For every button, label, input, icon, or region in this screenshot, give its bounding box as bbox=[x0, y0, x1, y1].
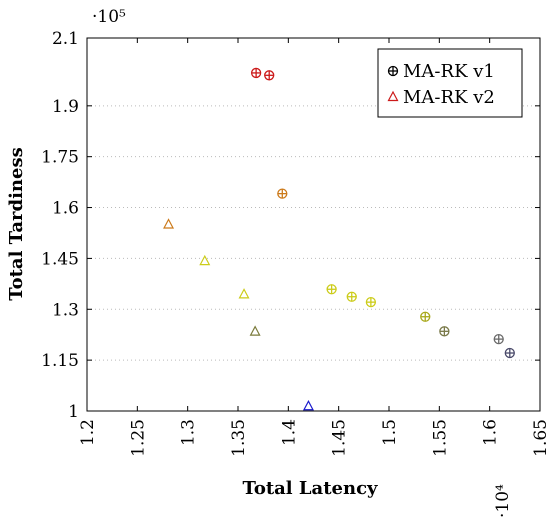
x-tick-label: 1.55 bbox=[430, 419, 450, 457]
x-axis-label: Total Latency bbox=[242, 478, 378, 499]
point-ma-rk-v2 bbox=[163, 218, 175, 229]
point-ma-rk-v2 bbox=[238, 288, 250, 299]
legend-marker bbox=[387, 90, 399, 102]
x-tick-label: 1.3 bbox=[179, 419, 199, 446]
point-ma-rk-v1 bbox=[504, 347, 515, 359]
y-tick-label: 1 bbox=[68, 402, 79, 422]
y-axis-multiplier: ·10⁵ bbox=[92, 7, 126, 27]
legend-label: MA-RK v1 bbox=[403, 61, 495, 82]
point-ma-rk-v2 bbox=[249, 325, 261, 336]
x-tick-label: 1.4 bbox=[279, 419, 299, 446]
point-ma-rk-v1 bbox=[250, 67, 262, 79]
y-tick-label: 1.3 bbox=[52, 300, 79, 320]
y-tick-label: 1.9 bbox=[52, 97, 79, 117]
legend: MA-RK v1 MA-RK v2 bbox=[377, 48, 523, 118]
point-ma-rk-v2 bbox=[199, 254, 211, 266]
point-ma-rk-v1 bbox=[277, 188, 288, 199]
y-tick-label: 1.75 bbox=[41, 148, 79, 168]
data-points bbox=[163, 67, 515, 411]
y-tick-label: 2.1 bbox=[52, 29, 79, 49]
y-tick-label: 1.6 bbox=[52, 199, 79, 219]
point-ma-rk-v1 bbox=[326, 284, 337, 295]
x-tick-label: 1.45 bbox=[330, 419, 350, 457]
point-ma-rk-v1 bbox=[365, 297, 377, 308]
point-ma-rk-v1 bbox=[439, 326, 450, 337]
grid-lines bbox=[87, 105, 540, 361]
legend-label: MA-RK v2 bbox=[403, 87, 495, 108]
legend-box bbox=[377, 48, 523, 118]
point-ma-rk-v1 bbox=[264, 70, 275, 81]
x-tick-label: 1.2 bbox=[78, 419, 98, 446]
x-tick-label: 1.6 bbox=[481, 419, 501, 446]
y-axis-label: Total Tardiness bbox=[6, 147, 27, 300]
axis-ticks: 1 1.15 1.3 1.45 1.6 1.75 1.9 2.1 1.2 1.25 1.3 1.35 1… bbox=[41, 29, 550, 457]
y-tick-label: 1.15 bbox=[41, 351, 79, 371]
x-tick-label: 1.5 bbox=[380, 419, 400, 446]
x-tick-label: 1.65 bbox=[531, 419, 550, 457]
x-axis-multiplier: ·10⁴ bbox=[493, 484, 513, 518]
point-ma-rk-v1 bbox=[346, 291, 357, 302]
x-tick-label: 1.25 bbox=[128, 419, 148, 457]
point-ma-rk-v1 bbox=[420, 311, 431, 322]
y-tick-label: 1.45 bbox=[41, 249, 79, 269]
point-ma-rk-v2 bbox=[302, 399, 314, 411]
legend-marker bbox=[387, 65, 399, 77]
plot-frame bbox=[86, 37, 541, 412]
point-ma-rk-v1 bbox=[493, 333, 504, 345]
x-tick-label: 1.35 bbox=[229, 419, 249, 457]
